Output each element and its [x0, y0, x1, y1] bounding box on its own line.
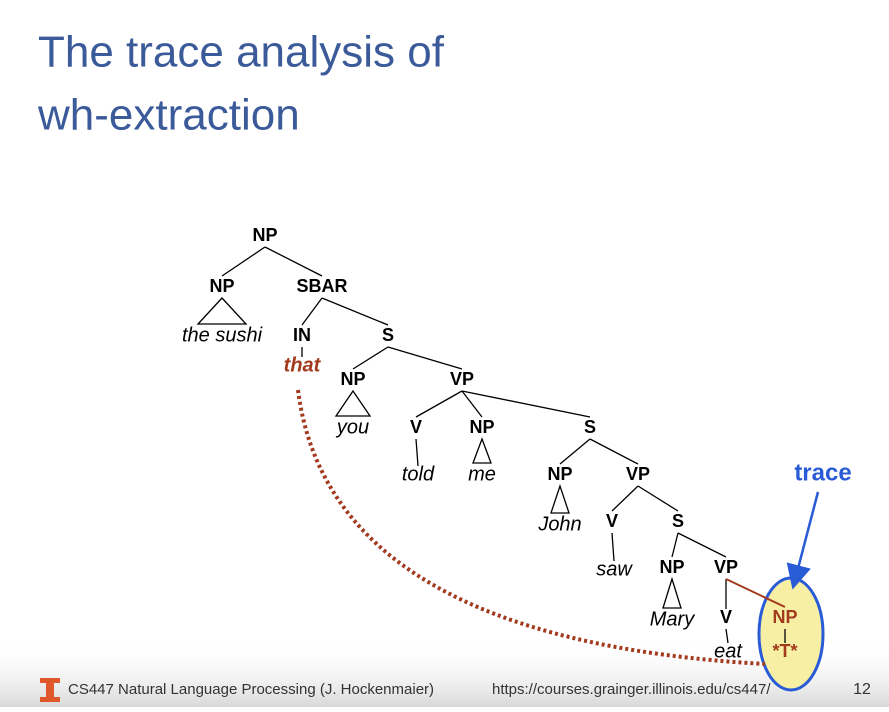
tree-label: V: [410, 417, 422, 437]
tree-edge: [725, 578, 786, 608]
tree-word: John: [537, 513, 581, 535]
tree-edge: [671, 532, 679, 558]
tree-edge: [725, 628, 729, 644]
tree-edge: [321, 297, 389, 326]
tree-edge: [221, 246, 266, 277]
tree-edge: [387, 346, 463, 370]
tree-label: VP: [626, 464, 650, 484]
tree-edge: [637, 485, 679, 512]
tree-edge: [611, 532, 615, 562]
tree-label: *T*: [772, 641, 797, 661]
tree-triangle: [196, 297, 248, 325]
tree-word: me: [468, 463, 496, 485]
tree-word: saw: [596, 558, 633, 580]
tree-edge: [589, 438, 639, 465]
page-number: 12: [853, 681, 871, 698]
tree-word: eat: [714, 640, 743, 662]
tree-label: NP: [469, 417, 494, 437]
tree-label: NP: [340, 369, 365, 389]
tree-label: S: [672, 511, 684, 531]
tree-label: IN: [293, 325, 311, 345]
tree-word: Mary: [650, 608, 695, 630]
tree-label: S: [382, 325, 394, 345]
annotation: trace: [794, 459, 851, 486]
tree-label: SBAR: [296, 276, 347, 296]
tree-edge: [264, 246, 323, 277]
tree-word: the sushi: [182, 324, 263, 346]
title-line: The trace analysis of: [38, 28, 445, 77]
title-line: wh-extraction: [37, 91, 300, 140]
tree-label: NP: [547, 464, 572, 484]
tree-triangle: [550, 483, 570, 514]
tree-word: told: [402, 463, 435, 485]
tree-edge: [559, 438, 591, 465]
movement-path: [296, 389, 766, 666]
footer-url: https://courses.grainger.illinois.edu/cs…: [492, 681, 771, 698]
tree-edge: [461, 390, 483, 418]
tree-edge: [611, 485, 639, 512]
tree-label: NP: [659, 557, 684, 577]
tree-edge: [301, 297, 323, 326]
tree-label: S: [584, 417, 596, 437]
trace-highlight: [757, 576, 825, 692]
tree-label: NP: [252, 225, 277, 245]
tree-label: VP: [714, 557, 738, 577]
tree-label: V: [606, 511, 618, 531]
trace-arrow: [786, 491, 820, 590]
footer-band: [0, 640, 889, 707]
tree-edge: [461, 390, 591, 418]
tree-label: VP: [450, 369, 474, 389]
tree-edge: [415, 438, 419, 467]
tree-label: V: [720, 607, 732, 627]
tree-label: NP: [209, 276, 234, 296]
footer-course: CS447 Natural Language Processing (J. Ho…: [68, 681, 434, 698]
tree-edge: [415, 390, 463, 418]
tree-label: NP: [772, 607, 797, 627]
tree-word: you: [335, 416, 369, 438]
tree-edge: [352, 346, 389, 370]
tree-triangle: [662, 576, 682, 609]
tree-triangle: [334, 389, 372, 417]
tree-triangle: [472, 437, 492, 464]
logo: [40, 678, 60, 702]
tree-word: that: [284, 354, 322, 376]
tree-edge: [677, 532, 727, 558]
